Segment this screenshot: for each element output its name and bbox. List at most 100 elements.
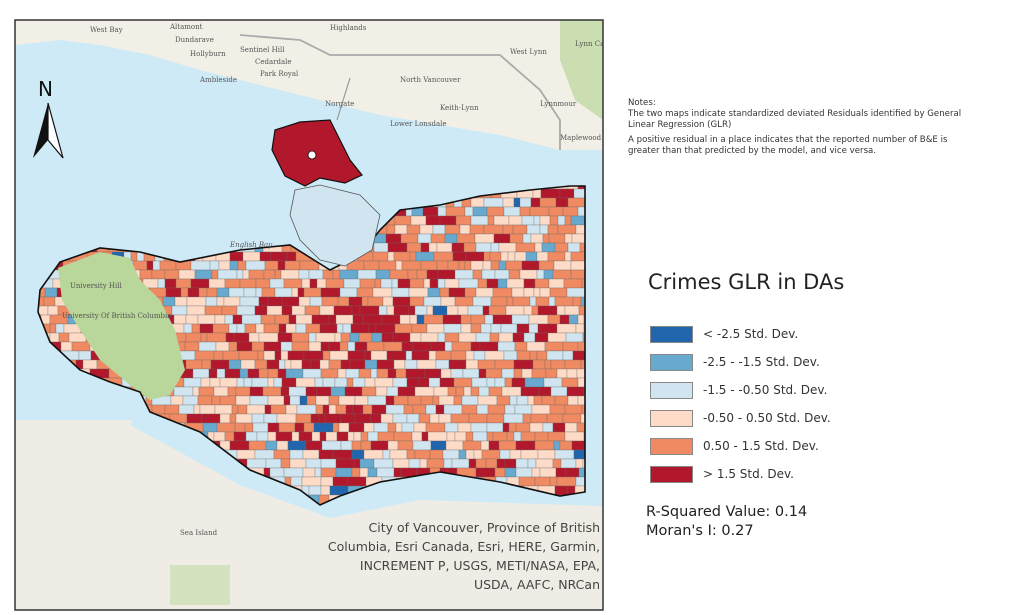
da-polygon [277, 332, 293, 343]
da-polygon [342, 323, 352, 334]
da-polygon [284, 359, 292, 370]
da-polygon [383, 341, 403, 352]
da-polygon [224, 368, 241, 379]
da-polygon [354, 413, 372, 424]
da-polygon [194, 269, 213, 280]
da-polygon [446, 431, 456, 442]
da-polygon [571, 233, 585, 244]
da-polygon [539, 197, 557, 208]
da-polygon [401, 422, 415, 433]
da-polygon [486, 278, 499, 289]
da-polygon [246, 458, 267, 469]
da-polygon [570, 251, 585, 262]
da-polygon [266, 359, 280, 370]
da-polygon [392, 413, 408, 424]
da-polygon [479, 341, 499, 352]
da-polygon [497, 341, 516, 352]
da-polygon [549, 404, 566, 415]
da-polygon [539, 287, 551, 298]
da-polygon [458, 260, 466, 271]
place-label: Dundarave [175, 36, 214, 44]
da-polygon [283, 467, 304, 478]
da-polygon [204, 305, 223, 316]
da-polygon [490, 260, 500, 271]
da-polygon [213, 431, 226, 442]
da-polygon [405, 368, 426, 379]
da-polygon [424, 368, 442, 379]
da-polygon [395, 422, 403, 433]
da-polygon [274, 314, 290, 325]
da-polygon [406, 377, 420, 388]
da-polygon [508, 269, 521, 280]
da-polygon [229, 440, 250, 451]
da-polygon [575, 458, 584, 469]
da-polygon [347, 350, 366, 361]
da-polygon [481, 449, 501, 460]
da-polygon [264, 404, 272, 415]
da-polygon [547, 431, 566, 442]
da-polygon [285, 368, 304, 379]
da-polygon [468, 413, 488, 424]
da-polygon [530, 413, 548, 424]
da-polygon [442, 449, 460, 460]
da-polygon [557, 215, 566, 226]
da-polygon [249, 386, 264, 397]
da-polygon [378, 260, 397, 271]
da-polygon [277, 368, 287, 379]
da-polygon [475, 458, 487, 469]
da-polygon [452, 251, 467, 262]
da-polygon [488, 386, 503, 397]
da-polygon [228, 359, 242, 370]
da-polygon [548, 233, 566, 244]
legend-swatch [650, 409, 693, 427]
da-polygon [235, 395, 251, 406]
da-polygon [532, 359, 546, 370]
da-polygon [376, 467, 395, 478]
da-polygon [461, 395, 479, 406]
da-polygon [419, 224, 434, 235]
da-polygon [335, 314, 354, 325]
da-polygon [529, 296, 537, 307]
da-polygon [340, 413, 356, 424]
da-polygon [199, 404, 216, 415]
da-polygon [245, 431, 258, 442]
da-polygon [184, 341, 200, 352]
da-polygon [531, 305, 539, 316]
da-polygon [222, 350, 240, 361]
da-polygon [533, 215, 541, 226]
da-polygon [198, 386, 215, 397]
da-polygon [397, 440, 414, 451]
da-polygon [423, 296, 442, 307]
da-polygon [248, 440, 267, 451]
da-polygon [430, 341, 446, 352]
da-polygon [547, 332, 567, 343]
da-polygon [289, 449, 304, 460]
da-polygon [269, 467, 285, 478]
da-polygon [538, 260, 555, 271]
da-polygon [502, 422, 510, 433]
da-polygon [221, 305, 238, 316]
da-polygon [468, 458, 477, 469]
da-polygon [530, 197, 541, 208]
south-land [15, 420, 603, 610]
da-polygon [319, 305, 335, 316]
da-polygon [515, 242, 536, 253]
da-polygon [214, 404, 233, 415]
da-polygon [254, 305, 268, 316]
da-polygon [429, 449, 444, 460]
da-polygon [563, 278, 583, 289]
da-polygon [325, 431, 338, 442]
place-label: University Of British Columbia [62, 312, 171, 320]
da-polygon [211, 269, 219, 280]
da-polygon [227, 386, 237, 397]
da-polygon [194, 350, 215, 361]
da-polygon [542, 233, 550, 244]
da-polygon [382, 296, 394, 307]
da-polygon [333, 305, 353, 316]
da-polygon [409, 278, 425, 289]
da-polygon [444, 332, 460, 343]
da-polygon [209, 377, 221, 388]
da-polygon [522, 233, 532, 244]
da-polygon [554, 485, 568, 496]
